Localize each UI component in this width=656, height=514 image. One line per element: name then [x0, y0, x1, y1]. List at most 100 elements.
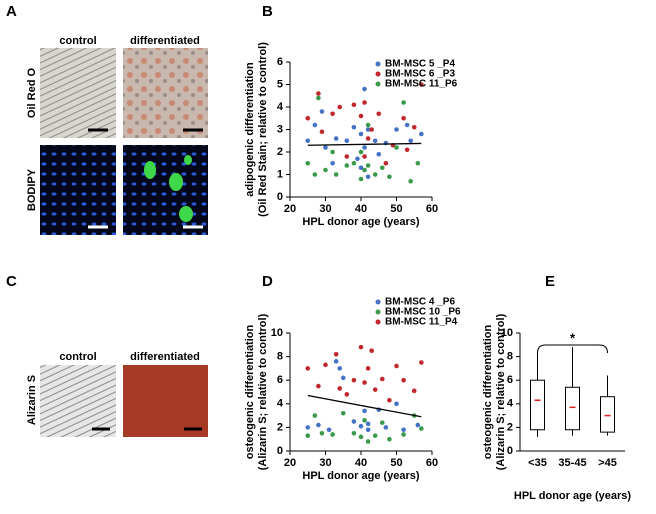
- box: [600, 396, 615, 433]
- x-tick-label: 30: [319, 203, 331, 215]
- row-label: Oil Red O: [26, 68, 38, 119]
- y-tick-label: 0: [277, 191, 283, 203]
- y-tick-label: 8: [507, 351, 513, 363]
- legend-label: BM-MSC 11_P6: [385, 79, 458, 90]
- trendline: [307, 394, 422, 418]
- legend-label: BM-MSC 6 _P3: [385, 69, 455, 80]
- point: [358, 344, 364, 350]
- point: [337, 104, 343, 110]
- point: [380, 420, 385, 425]
- point: [365, 439, 371, 444]
- point: [362, 154, 367, 159]
- point: [394, 401, 399, 407]
- panel-c: C control differentiated Alizarin S: [6, 273, 208, 437]
- point: [351, 377, 357, 383]
- point: [358, 423, 364, 429]
- legend-label: BM-MSC 5 _P4: [385, 59, 455, 70]
- point: [333, 351, 339, 357]
- panel-letter: B: [262, 3, 273, 20]
- point: [358, 434, 364, 440]
- y-tick-label: 2: [507, 421, 513, 433]
- legend-marker: [375, 309, 381, 315]
- micrograph: [123, 145, 208, 235]
- point: [365, 174, 371, 180]
- point: [305, 115, 311, 121]
- point: [344, 392, 350, 397]
- point: [333, 136, 339, 141]
- legend-marker: [375, 61, 381, 67]
- y-tick-label: 1: [277, 168, 283, 180]
- significance-label: *: [570, 330, 576, 345]
- point: [351, 102, 357, 108]
- point: [312, 122, 318, 128]
- point: [358, 149, 364, 155]
- point: [344, 138, 350, 144]
- point: [358, 176, 364, 182]
- y-axis-label: (Oil Red Stain; relative to control): [257, 42, 269, 217]
- point: [362, 418, 367, 423]
- point: [365, 427, 371, 433]
- point: [365, 136, 371, 141]
- point: [340, 375, 346, 381]
- point: [369, 127, 374, 132]
- y-tick-label: 2: [277, 421, 283, 433]
- x-tick-label: <35: [528, 457, 547, 469]
- column-label: control: [59, 351, 96, 363]
- x-tick-label: 20: [284, 457, 296, 469]
- x-tick-label: 50: [390, 457, 402, 469]
- point: [319, 129, 325, 135]
- legend-marker: [375, 71, 381, 77]
- panel-letter: D: [262, 273, 273, 290]
- y-tick-label: 5: [277, 78, 283, 90]
- point: [358, 165, 364, 171]
- y-tick-label: 4: [507, 398, 514, 410]
- point: [330, 111, 335, 117]
- y-tick-label: 2: [277, 146, 283, 158]
- point: [319, 431, 325, 436]
- point: [362, 167, 367, 173]
- point: [383, 425, 389, 430]
- significance-bracket: [537, 344, 608, 354]
- y-tick-label: 6: [507, 374, 513, 386]
- point: [316, 422, 321, 428]
- point: [362, 408, 367, 414]
- point: [333, 172, 339, 177]
- legend-label: BM-MSC 10 _P6: [385, 307, 461, 318]
- point: [355, 156, 360, 162]
- point: [401, 427, 406, 433]
- point: [372, 433, 378, 438]
- x-tick-label: 40: [355, 203, 367, 215]
- panel-a: A control differentiated Oil Red O BODIP…: [6, 3, 208, 235]
- point: [351, 160, 357, 166]
- micrograph: [40, 145, 116, 235]
- y-axis-label: (Alizarin S; relative to control): [257, 313, 269, 470]
- x-tick-label: 60: [426, 203, 438, 215]
- point: [419, 131, 424, 137]
- point: [401, 100, 406, 105]
- point: [372, 387, 378, 392]
- point: [362, 86, 367, 92]
- point: [383, 160, 389, 166]
- point: [340, 410, 346, 416]
- x-tick-label: 35-45: [558, 457, 586, 469]
- point: [401, 115, 406, 121]
- legend-label: BM-MSC 4 _P6: [385, 297, 455, 308]
- legend-marker: [375, 319, 381, 325]
- point: [411, 124, 417, 130]
- point: [305, 433, 311, 438]
- point: [419, 82, 424, 87]
- lipid-stain: [144, 155, 193, 222]
- column-label: control: [59, 35, 96, 47]
- point: [365, 122, 371, 128]
- point: [351, 124, 357, 130]
- point: [323, 362, 328, 368]
- point: [394, 127, 399, 132]
- y-tick-label: 3: [277, 123, 283, 135]
- box: [565, 386, 580, 431]
- point: [323, 167, 328, 173]
- point: [316, 95, 321, 101]
- point: [330, 432, 335, 437]
- point: [305, 160, 311, 166]
- panel-letter: A: [6, 3, 17, 20]
